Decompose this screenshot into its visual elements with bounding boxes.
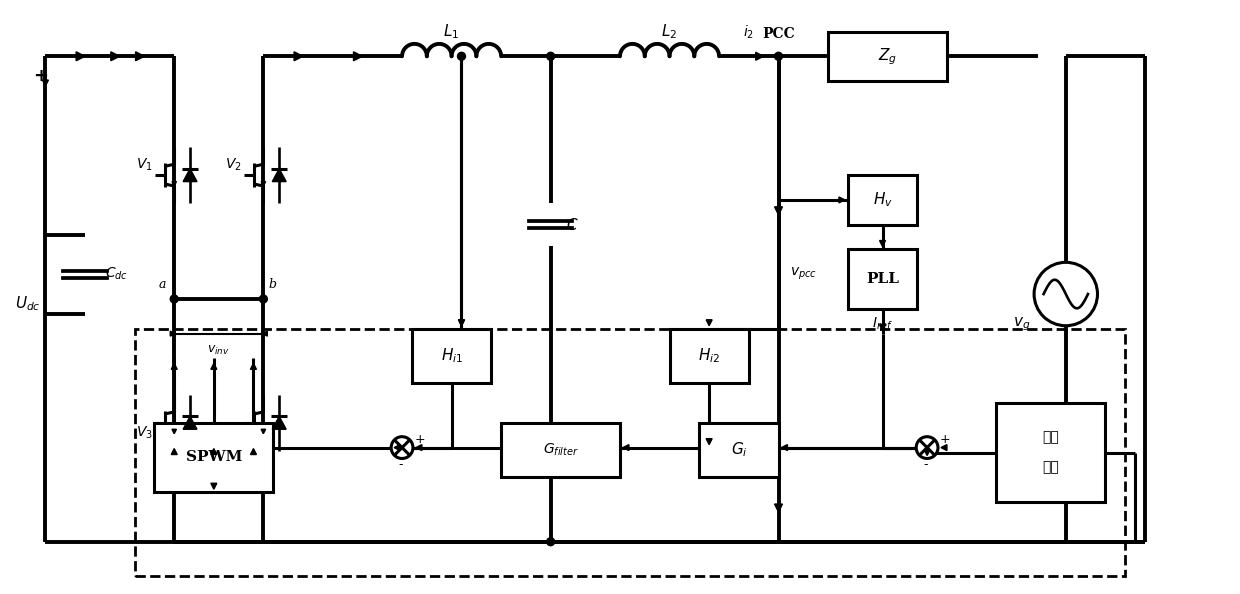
Polygon shape bbox=[211, 364, 217, 369]
Polygon shape bbox=[394, 444, 401, 451]
Text: SPWM: SPWM bbox=[186, 450, 242, 465]
Polygon shape bbox=[415, 444, 422, 451]
Polygon shape bbox=[273, 169, 286, 182]
Circle shape bbox=[391, 437, 413, 459]
Polygon shape bbox=[459, 320, 465, 326]
Text: PCC: PCC bbox=[763, 27, 795, 42]
Polygon shape bbox=[211, 484, 217, 489]
Polygon shape bbox=[110, 52, 120, 61]
Text: $V_3$: $V_3$ bbox=[136, 425, 153, 441]
Text: $U_{dc}$: $U_{dc}$ bbox=[15, 295, 41, 313]
Polygon shape bbox=[879, 325, 885, 331]
Text: $V_4$: $V_4$ bbox=[226, 425, 242, 441]
Bar bbox=[412, 328, 491, 383]
Polygon shape bbox=[707, 438, 712, 444]
Text: $v_{inv}$: $v_{inv}$ bbox=[207, 343, 231, 356]
Text: $C$: $C$ bbox=[565, 217, 578, 233]
Polygon shape bbox=[775, 207, 782, 215]
Text: $C_{dc}$: $C_{dc}$ bbox=[105, 266, 128, 282]
Text: $I_{ref}$: $I_{ref}$ bbox=[872, 315, 893, 332]
Polygon shape bbox=[184, 169, 197, 182]
Polygon shape bbox=[781, 444, 787, 451]
Circle shape bbox=[547, 52, 554, 60]
Polygon shape bbox=[76, 52, 86, 61]
Bar bbox=[155, 423, 273, 492]
Polygon shape bbox=[839, 197, 844, 203]
Text: $G_i$: $G_i$ bbox=[730, 441, 748, 459]
Bar bbox=[501, 423, 620, 478]
Polygon shape bbox=[775, 504, 782, 512]
Polygon shape bbox=[211, 448, 217, 454]
Text: $G_{filter}$: $G_{filter}$ bbox=[543, 442, 579, 458]
Polygon shape bbox=[459, 320, 465, 326]
Circle shape bbox=[259, 295, 268, 303]
Polygon shape bbox=[941, 444, 947, 451]
Circle shape bbox=[775, 52, 782, 60]
Polygon shape bbox=[924, 450, 930, 456]
Polygon shape bbox=[622, 444, 629, 451]
Text: a: a bbox=[159, 278, 166, 291]
Text: $V_1$: $V_1$ bbox=[136, 157, 153, 173]
Bar bbox=[997, 403, 1105, 502]
Text: -: - bbox=[399, 458, 403, 471]
Text: $i_2$: $i_2$ bbox=[743, 24, 754, 42]
Text: -: - bbox=[924, 458, 929, 471]
Polygon shape bbox=[171, 364, 177, 369]
Text: $Z_g$: $Z_g$ bbox=[878, 46, 897, 67]
Polygon shape bbox=[170, 331, 175, 336]
Bar bbox=[699, 423, 779, 478]
Polygon shape bbox=[273, 416, 286, 429]
Polygon shape bbox=[353, 52, 362, 61]
Polygon shape bbox=[879, 241, 885, 247]
Text: +: + bbox=[415, 433, 425, 446]
Text: 电压: 电压 bbox=[1043, 431, 1059, 445]
Polygon shape bbox=[42, 80, 48, 86]
Text: +: + bbox=[33, 67, 48, 85]
Bar bbox=[848, 175, 918, 225]
Circle shape bbox=[547, 538, 554, 546]
Polygon shape bbox=[172, 429, 176, 434]
Circle shape bbox=[916, 437, 937, 459]
Circle shape bbox=[458, 52, 465, 60]
Polygon shape bbox=[755, 52, 764, 60]
Text: PLL: PLL bbox=[866, 272, 899, 286]
Text: 外环: 外环 bbox=[1043, 460, 1059, 475]
Bar bbox=[848, 249, 918, 309]
Polygon shape bbox=[250, 448, 257, 454]
Polygon shape bbox=[250, 364, 257, 369]
Polygon shape bbox=[172, 182, 176, 186]
Text: $H_v$: $H_v$ bbox=[873, 191, 893, 209]
Polygon shape bbox=[171, 448, 177, 454]
Polygon shape bbox=[184, 416, 197, 429]
Bar bbox=[135, 328, 1125, 576]
Polygon shape bbox=[707, 320, 712, 326]
Text: $v_g$: $v_g$ bbox=[1013, 315, 1030, 333]
Polygon shape bbox=[262, 429, 265, 434]
Text: $H_{i2}$: $H_{i2}$ bbox=[698, 346, 720, 365]
Circle shape bbox=[170, 295, 179, 303]
Circle shape bbox=[1034, 263, 1097, 326]
Text: $v_{pcc}$: $v_{pcc}$ bbox=[790, 266, 817, 282]
Polygon shape bbox=[294, 52, 303, 61]
Polygon shape bbox=[263, 331, 268, 336]
Bar bbox=[828, 31, 947, 81]
Text: $H_{i1}$: $H_{i1}$ bbox=[440, 346, 463, 365]
Text: b: b bbox=[268, 278, 277, 291]
Text: $L_2$: $L_2$ bbox=[661, 23, 677, 42]
Text: +: + bbox=[940, 433, 951, 446]
Polygon shape bbox=[262, 182, 265, 186]
Text: $V_2$: $V_2$ bbox=[226, 157, 242, 173]
Text: $L_1$: $L_1$ bbox=[444, 23, 460, 42]
Bar bbox=[670, 328, 749, 383]
Polygon shape bbox=[135, 52, 145, 61]
